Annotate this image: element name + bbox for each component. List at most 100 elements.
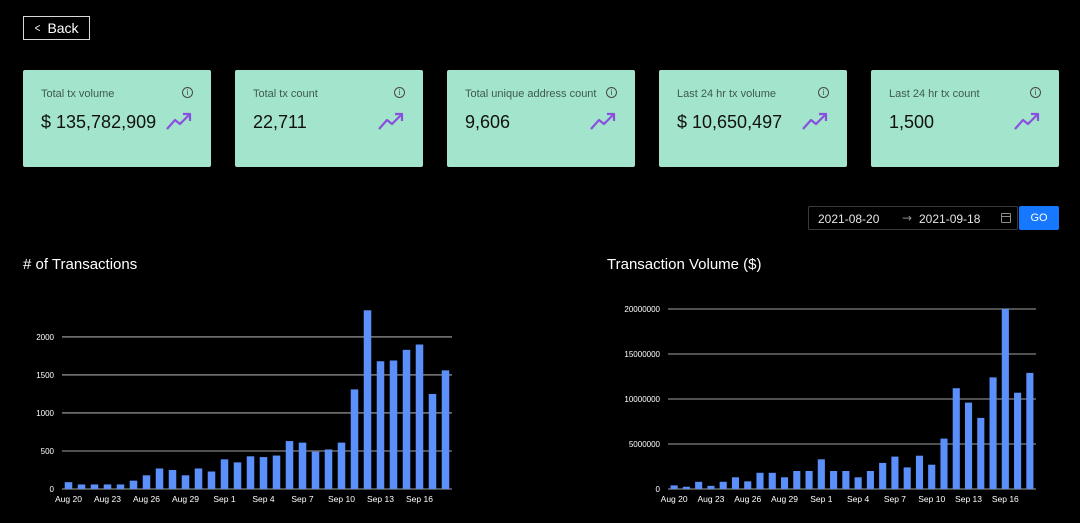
x-tick-label: Aug 20	[661, 494, 688, 504]
y-tick-label: 20000000	[624, 305, 660, 314]
bar[interactable]	[402, 349, 411, 489]
bar[interactable]	[928, 464, 936, 489]
bar[interactable]	[142, 475, 151, 489]
bar[interactable]	[977, 417, 985, 489]
bar[interactable]	[441, 370, 450, 489]
bar[interactable]	[298, 442, 307, 489]
bar[interactable]	[830, 471, 838, 489]
bar[interactable]	[817, 459, 825, 489]
bar[interactable]	[246, 456, 255, 489]
y-tick-label: 2000	[36, 333, 54, 342]
info-icon[interactable]: i	[394, 87, 405, 98]
go-button[interactable]: GO	[1019, 206, 1059, 230]
date-range-picker[interactable]: 2021-08-20 → 2021-09-18	[808, 206, 1018, 230]
bar[interactable]	[129, 480, 138, 489]
x-tick-label: Sep 13	[955, 494, 982, 504]
bar[interactable]	[854, 477, 862, 489]
bar[interactable]	[719, 481, 727, 489]
bar[interactable]	[756, 472, 764, 489]
stat-card-value: 22,711	[253, 112, 307, 132]
bar[interactable]	[285, 441, 294, 489]
bar[interactable]	[415, 344, 424, 489]
bar[interactable]	[168, 469, 177, 489]
y-tick-label: 0	[50, 485, 55, 494]
bar[interactable]	[707, 485, 715, 489]
tx-volume-chart: 0 5000000 10000000 15000000 20000000 Aug 20 Au…	[624, 305, 1036, 504]
bar[interactable]	[272, 455, 281, 489]
bar[interactable]	[337, 442, 346, 489]
bar[interactable]	[181, 475, 190, 489]
back-button[interactable]: < Back	[23, 16, 90, 40]
stat-card-value: $ 10,650,497	[677, 112, 783, 132]
bar[interactable]	[879, 462, 887, 489]
end-date-input[interactable]: 2021-09-18	[919, 212, 981, 226]
stat-card-24hr-tx-volume: Last 24 hr tx volume i $ 10,650,497	[659, 70, 847, 167]
bar[interactable]	[103, 484, 112, 489]
bar[interactable]	[780, 477, 789, 489]
bar[interactable]	[842, 471, 850, 489]
bar[interactable]	[940, 438, 948, 489]
bar[interactable]	[891, 456, 899, 489]
y-tick-label: 1500	[36, 371, 54, 380]
x-tick-label: Aug 20	[55, 494, 82, 504]
bar[interactable]	[768, 472, 776, 489]
stat-card-label: Total tx count	[253, 88, 318, 100]
info-icon[interactable]: i	[818, 87, 829, 98]
bar[interactable]	[389, 360, 398, 489]
bar[interactable]	[77, 484, 86, 489]
bar[interactable]	[915, 455, 924, 489]
bar[interactable]	[903, 467, 911, 489]
x-tick-label: Sep 7	[884, 494, 906, 504]
bar[interactable]	[220, 459, 229, 489]
x-tick-label: Sep 4	[847, 494, 869, 504]
bar[interactable]	[989, 377, 997, 489]
bar[interactable]	[259, 457, 268, 489]
bar[interactable]	[744, 481, 752, 489]
y-tick-label: 15000000	[624, 350, 660, 359]
bar[interactable]	[64, 482, 73, 489]
start-date-input[interactable]: 2021-08-20	[818, 212, 880, 226]
bar[interactable]	[952, 388, 960, 489]
bar[interactable]	[324, 449, 333, 489]
trend-up-icon	[166, 112, 192, 130]
trend-up-icon	[378, 112, 404, 130]
bar[interactable]	[363, 310, 372, 489]
bar[interactable]	[1014, 392, 1022, 489]
bar[interactable]	[1001, 309, 1009, 489]
x-tick-label: Aug 26	[133, 494, 160, 504]
bar[interactable]	[1026, 372, 1034, 489]
bar[interactable]	[695, 481, 703, 489]
bar[interactable]	[311, 451, 320, 489]
stat-card-total-tx-count: Total tx count i 22,711	[235, 70, 423, 167]
bar[interactable]	[233, 462, 242, 489]
bar[interactable]	[964, 402, 973, 489]
bar[interactable]	[155, 468, 164, 489]
x-tick-label: Sep 1	[213, 494, 235, 504]
stat-card-value: 1,500	[889, 112, 935, 132]
x-tick-label: Sep 13	[367, 494, 394, 504]
x-tick-label: Aug 23	[697, 494, 724, 504]
info-icon[interactable]: i	[1030, 87, 1041, 98]
info-icon[interactable]: i	[606, 87, 617, 98]
bar[interactable]	[428, 393, 437, 489]
bar[interactable]	[90, 484, 99, 489]
bar[interactable]	[207, 471, 216, 489]
tx-count-chart-title: # of Transactions	[23, 256, 138, 273]
bar[interactable]	[805, 471, 813, 489]
bar[interactable]	[194, 468, 203, 489]
bar[interactable]	[670, 485, 678, 489]
calendar-icon[interactable]	[1001, 213, 1011, 223]
bar[interactable]	[350, 389, 359, 489]
bar[interactable]	[793, 471, 801, 489]
stat-card-label: Total tx volume	[41, 88, 115, 100]
x-tick-label: Sep 10	[918, 494, 945, 504]
stat-card-unique-address-count: Total unique address count i 9,606	[447, 70, 635, 167]
bar[interactable]	[682, 486, 690, 489]
x-tick-label: Aug 29	[172, 494, 199, 504]
y-tick-label: 10000000	[624, 395, 660, 404]
bar[interactable]	[731, 477, 740, 489]
bar[interactable]	[866, 471, 874, 489]
bar[interactable]	[116, 484, 125, 489]
info-icon[interactable]: i	[182, 87, 193, 98]
bar[interactable]	[376, 361, 385, 489]
